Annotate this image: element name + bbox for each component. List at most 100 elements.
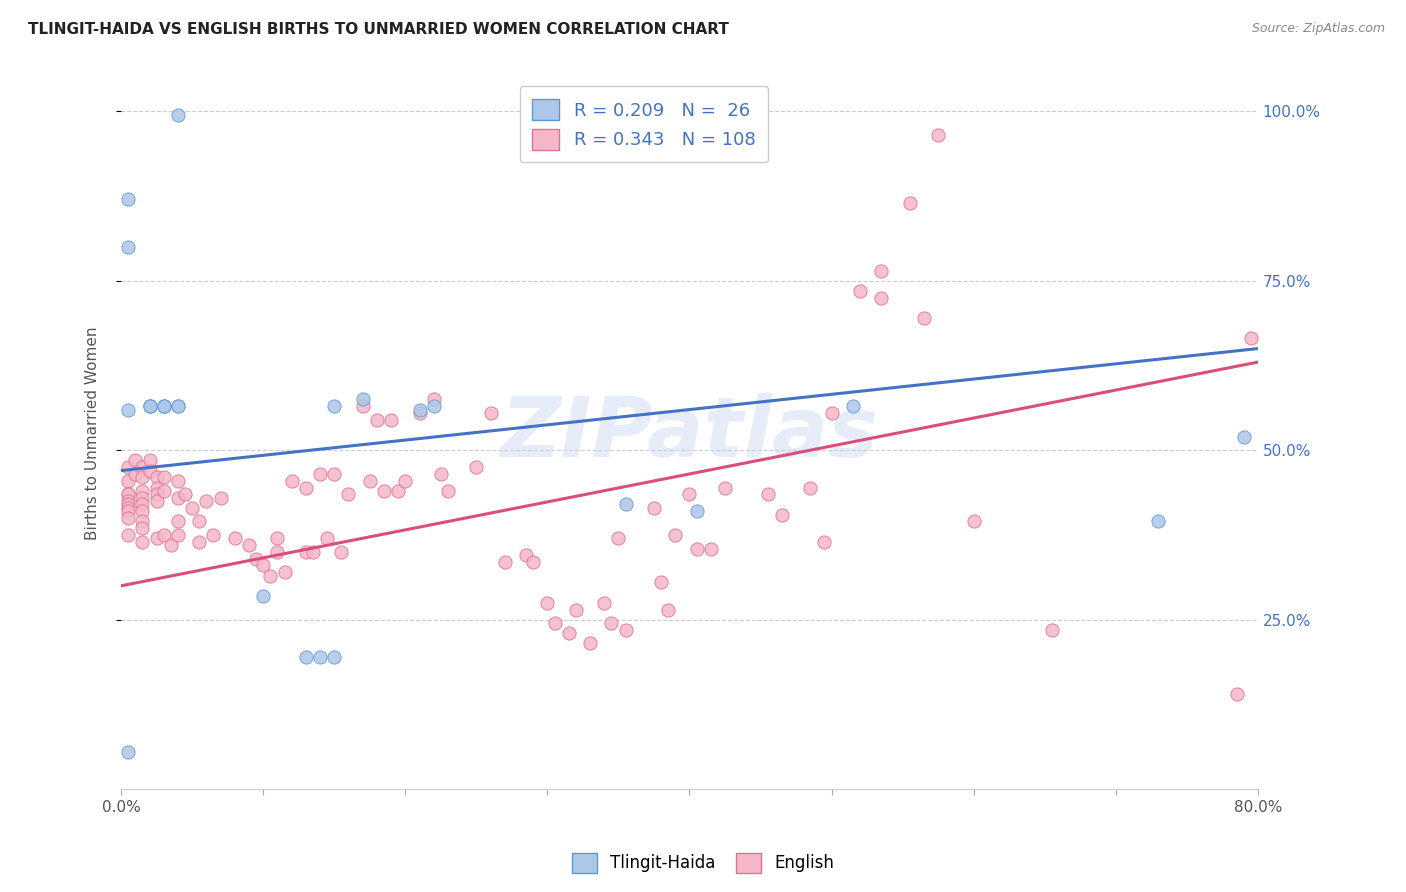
Text: ZIPatlas: ZIPatlas bbox=[501, 392, 879, 474]
Point bbox=[302, 545, 325, 559]
Point bbox=[152, 483, 174, 498]
Point bbox=[1225, 687, 1247, 701]
Point bbox=[408, 406, 430, 420]
Y-axis label: Births to Unmarried Women: Births to Unmarried Women bbox=[86, 326, 100, 540]
Point bbox=[266, 532, 288, 546]
Point bbox=[245, 551, 267, 566]
Point bbox=[181, 500, 204, 515]
Point bbox=[870, 263, 893, 277]
Point bbox=[657, 602, 679, 616]
Point bbox=[565, 602, 588, 616]
Point bbox=[131, 498, 153, 512]
Point bbox=[117, 500, 139, 515]
Point bbox=[593, 596, 616, 610]
Point bbox=[387, 483, 409, 498]
Point bbox=[352, 392, 374, 407]
Point bbox=[295, 545, 318, 559]
Point bbox=[337, 487, 360, 501]
Point bbox=[138, 399, 160, 413]
Point bbox=[152, 399, 174, 413]
Point bbox=[124, 467, 146, 481]
Point bbox=[799, 481, 821, 495]
Point bbox=[898, 195, 921, 210]
Point bbox=[117, 528, 139, 542]
Point bbox=[422, 392, 444, 407]
Point bbox=[295, 650, 318, 665]
Point bbox=[927, 128, 949, 142]
Point bbox=[252, 589, 274, 603]
Point bbox=[131, 470, 153, 484]
Point bbox=[1147, 515, 1170, 529]
Point bbox=[600, 616, 623, 631]
Point bbox=[643, 500, 665, 515]
Point bbox=[700, 541, 723, 556]
Point bbox=[174, 487, 197, 501]
Point bbox=[963, 515, 986, 529]
Point bbox=[167, 108, 190, 122]
Point bbox=[614, 498, 637, 512]
Point bbox=[685, 541, 707, 556]
Point bbox=[494, 555, 516, 569]
Point bbox=[770, 508, 793, 522]
Point bbox=[870, 291, 893, 305]
Point bbox=[131, 460, 153, 475]
Point bbox=[124, 453, 146, 467]
Point bbox=[1240, 331, 1263, 345]
Point bbox=[685, 504, 707, 518]
Point bbox=[131, 534, 153, 549]
Point bbox=[614, 623, 637, 637]
Point bbox=[117, 487, 139, 501]
Point bbox=[160, 538, 183, 552]
Point bbox=[117, 402, 139, 417]
Point bbox=[536, 596, 558, 610]
Point bbox=[117, 193, 139, 207]
Point bbox=[138, 399, 160, 413]
Point bbox=[167, 528, 190, 542]
Point bbox=[912, 311, 935, 326]
Point bbox=[145, 494, 167, 508]
Point bbox=[188, 515, 211, 529]
Point bbox=[394, 474, 416, 488]
Point bbox=[373, 483, 395, 498]
Point bbox=[316, 532, 339, 546]
Point bbox=[1233, 430, 1256, 444]
Point bbox=[422, 399, 444, 413]
Point bbox=[224, 532, 246, 546]
Point bbox=[813, 534, 835, 549]
Point bbox=[131, 521, 153, 535]
Point bbox=[380, 413, 402, 427]
Point bbox=[309, 467, 332, 481]
Text: TLINGIT-HAIDA VS ENGLISH BIRTHS TO UNMARRIED WOMEN CORRELATION CHART: TLINGIT-HAIDA VS ENGLISH BIRTHS TO UNMAR… bbox=[28, 22, 728, 37]
Point bbox=[117, 474, 139, 488]
Point bbox=[323, 467, 346, 481]
Point bbox=[359, 474, 381, 488]
Point bbox=[117, 745, 139, 759]
Point bbox=[1040, 623, 1063, 637]
Point bbox=[309, 650, 332, 665]
Point bbox=[145, 487, 167, 501]
Point bbox=[366, 413, 388, 427]
Point bbox=[152, 528, 174, 542]
Point bbox=[650, 575, 672, 590]
Point bbox=[543, 616, 565, 631]
Point bbox=[238, 538, 260, 552]
Point bbox=[138, 399, 160, 413]
Point bbox=[195, 494, 218, 508]
Point bbox=[756, 487, 779, 501]
Point bbox=[579, 636, 602, 650]
Point bbox=[152, 470, 174, 484]
Point bbox=[188, 534, 211, 549]
Point bbox=[820, 406, 842, 420]
Point bbox=[252, 558, 274, 573]
Point bbox=[352, 399, 374, 413]
Point bbox=[131, 504, 153, 518]
Point bbox=[280, 474, 302, 488]
Legend: R = 0.209   N =  26, R = 0.343   N = 108: R = 0.209 N = 26, R = 0.343 N = 108 bbox=[520, 87, 768, 162]
Point bbox=[167, 399, 190, 413]
Point bbox=[131, 483, 153, 498]
Point bbox=[167, 474, 190, 488]
Point bbox=[117, 511, 139, 525]
Point bbox=[209, 491, 232, 505]
Point bbox=[323, 650, 346, 665]
Point bbox=[145, 470, 167, 484]
